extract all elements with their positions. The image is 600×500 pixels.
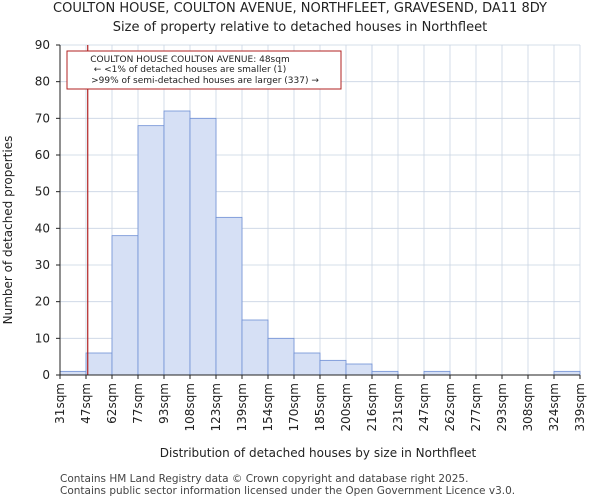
- y-tick-label-6: 60: [35, 148, 50, 162]
- y-tick-label-1: 10: [35, 331, 50, 345]
- bar-1: [85, 352, 113, 376]
- x-tick-label-4: 93sqm: [157, 383, 171, 424]
- chart-subtitle: Size of property relative to detached ho…: [113, 20, 487, 35]
- footer-line-1: Contains HM Land Registry data © Crown c…: [60, 473, 468, 485]
- x-tick-label-7: 139sqm: [235, 383, 249, 431]
- x-tick-label-20: 339sqm: [573, 383, 587, 431]
- annotation-box: COULTON HOUSE COULTON AVENUE: 48sqm ← <1…: [66, 50, 342, 90]
- x-tick-label-1: 47sqm: [79, 383, 93, 424]
- bar-3: [137, 125, 165, 376]
- x-tick-label-15: 262sqm: [443, 383, 457, 431]
- x-tick-label-8: 154sqm: [261, 383, 275, 431]
- x-tick-label-16: 277sqm: [469, 383, 483, 431]
- bar-7: [241, 319, 269, 376]
- bar-0: [59, 370, 87, 376]
- bar-4: [163, 110, 191, 376]
- y-tick-label-2: 20: [35, 295, 50, 309]
- x-tick-label-18: 308sqm: [521, 383, 535, 431]
- annotation-frame: [66, 50, 342, 90]
- x-tick-label-14: 247sqm: [417, 383, 431, 431]
- chart-title: COULTON HOUSE, COULTON AVENUE, NORTHFLEE…: [53, 1, 547, 16]
- x-tick-label-13: 231sqm: [391, 383, 405, 431]
- bars: [59, 110, 581, 376]
- bar-10: [319, 359, 347, 376]
- bar-11: [345, 363, 373, 376]
- bar-8: [267, 337, 295, 376]
- x-tick-label-12: 216sqm: [365, 383, 379, 431]
- y-tick-label-3: 30: [35, 258, 50, 272]
- x-tick-label-17: 293sqm: [495, 383, 509, 431]
- footer-line-2: Contains public sector information licen…: [60, 485, 515, 497]
- x-tick-label-19: 324sqm: [547, 383, 561, 431]
- x-tick-label-5: 108sqm: [183, 383, 197, 431]
- x-tick-label-0: 31sqm: [53, 383, 67, 424]
- x-tick-label-9: 170sqm: [287, 383, 301, 431]
- x-tick-labels: 31sqm 47sqm 62sqm 77sqm 93sqm 108sqm 123sqm 139…: [53, 375, 587, 431]
- bar-19: [553, 370, 581, 376]
- y-tick-label-0: 0: [42, 368, 50, 382]
- y-tick-label-8: 80: [35, 75, 50, 89]
- annotation-line-2: ← <1% of detached houses are smaller (1): [94, 65, 287, 75]
- annotation-line-3: >99% of semi-detached houses are larger …: [91, 76, 319, 86]
- y-tick-labels: 0 10 20 30 40 50 60 70 80 90: [35, 38, 60, 382]
- x-tick-label-6: 123sqm: [209, 383, 223, 431]
- y-tick-label-5: 50: [35, 185, 50, 199]
- x-axis-label: Distribution of detached houses by size …: [160, 446, 477, 460]
- bar-9: [293, 352, 321, 376]
- x-tick-label-3: 77sqm: [131, 383, 145, 424]
- y-axis-label: Number of detached properties: [1, 136, 15, 325]
- bar-6: [215, 216, 243, 376]
- bar-14: [423, 370, 451, 376]
- bar-5: [189, 117, 217, 376]
- x-tick-label-2: 62sqm: [105, 383, 119, 424]
- bar-2: [111, 235, 139, 376]
- y-tick-label-4: 40: [35, 221, 50, 235]
- annotation-line-1: COULTON HOUSE COULTON AVENUE: 48sqm: [90, 55, 289, 65]
- bar-12: [371, 370, 399, 376]
- x-tick-label-10: 185sqm: [313, 383, 327, 431]
- y-tick-label-7: 70: [35, 111, 50, 125]
- x-tick-label-11: 200sqm: [339, 383, 353, 431]
- y-tick-label-9: 90: [35, 38, 50, 52]
